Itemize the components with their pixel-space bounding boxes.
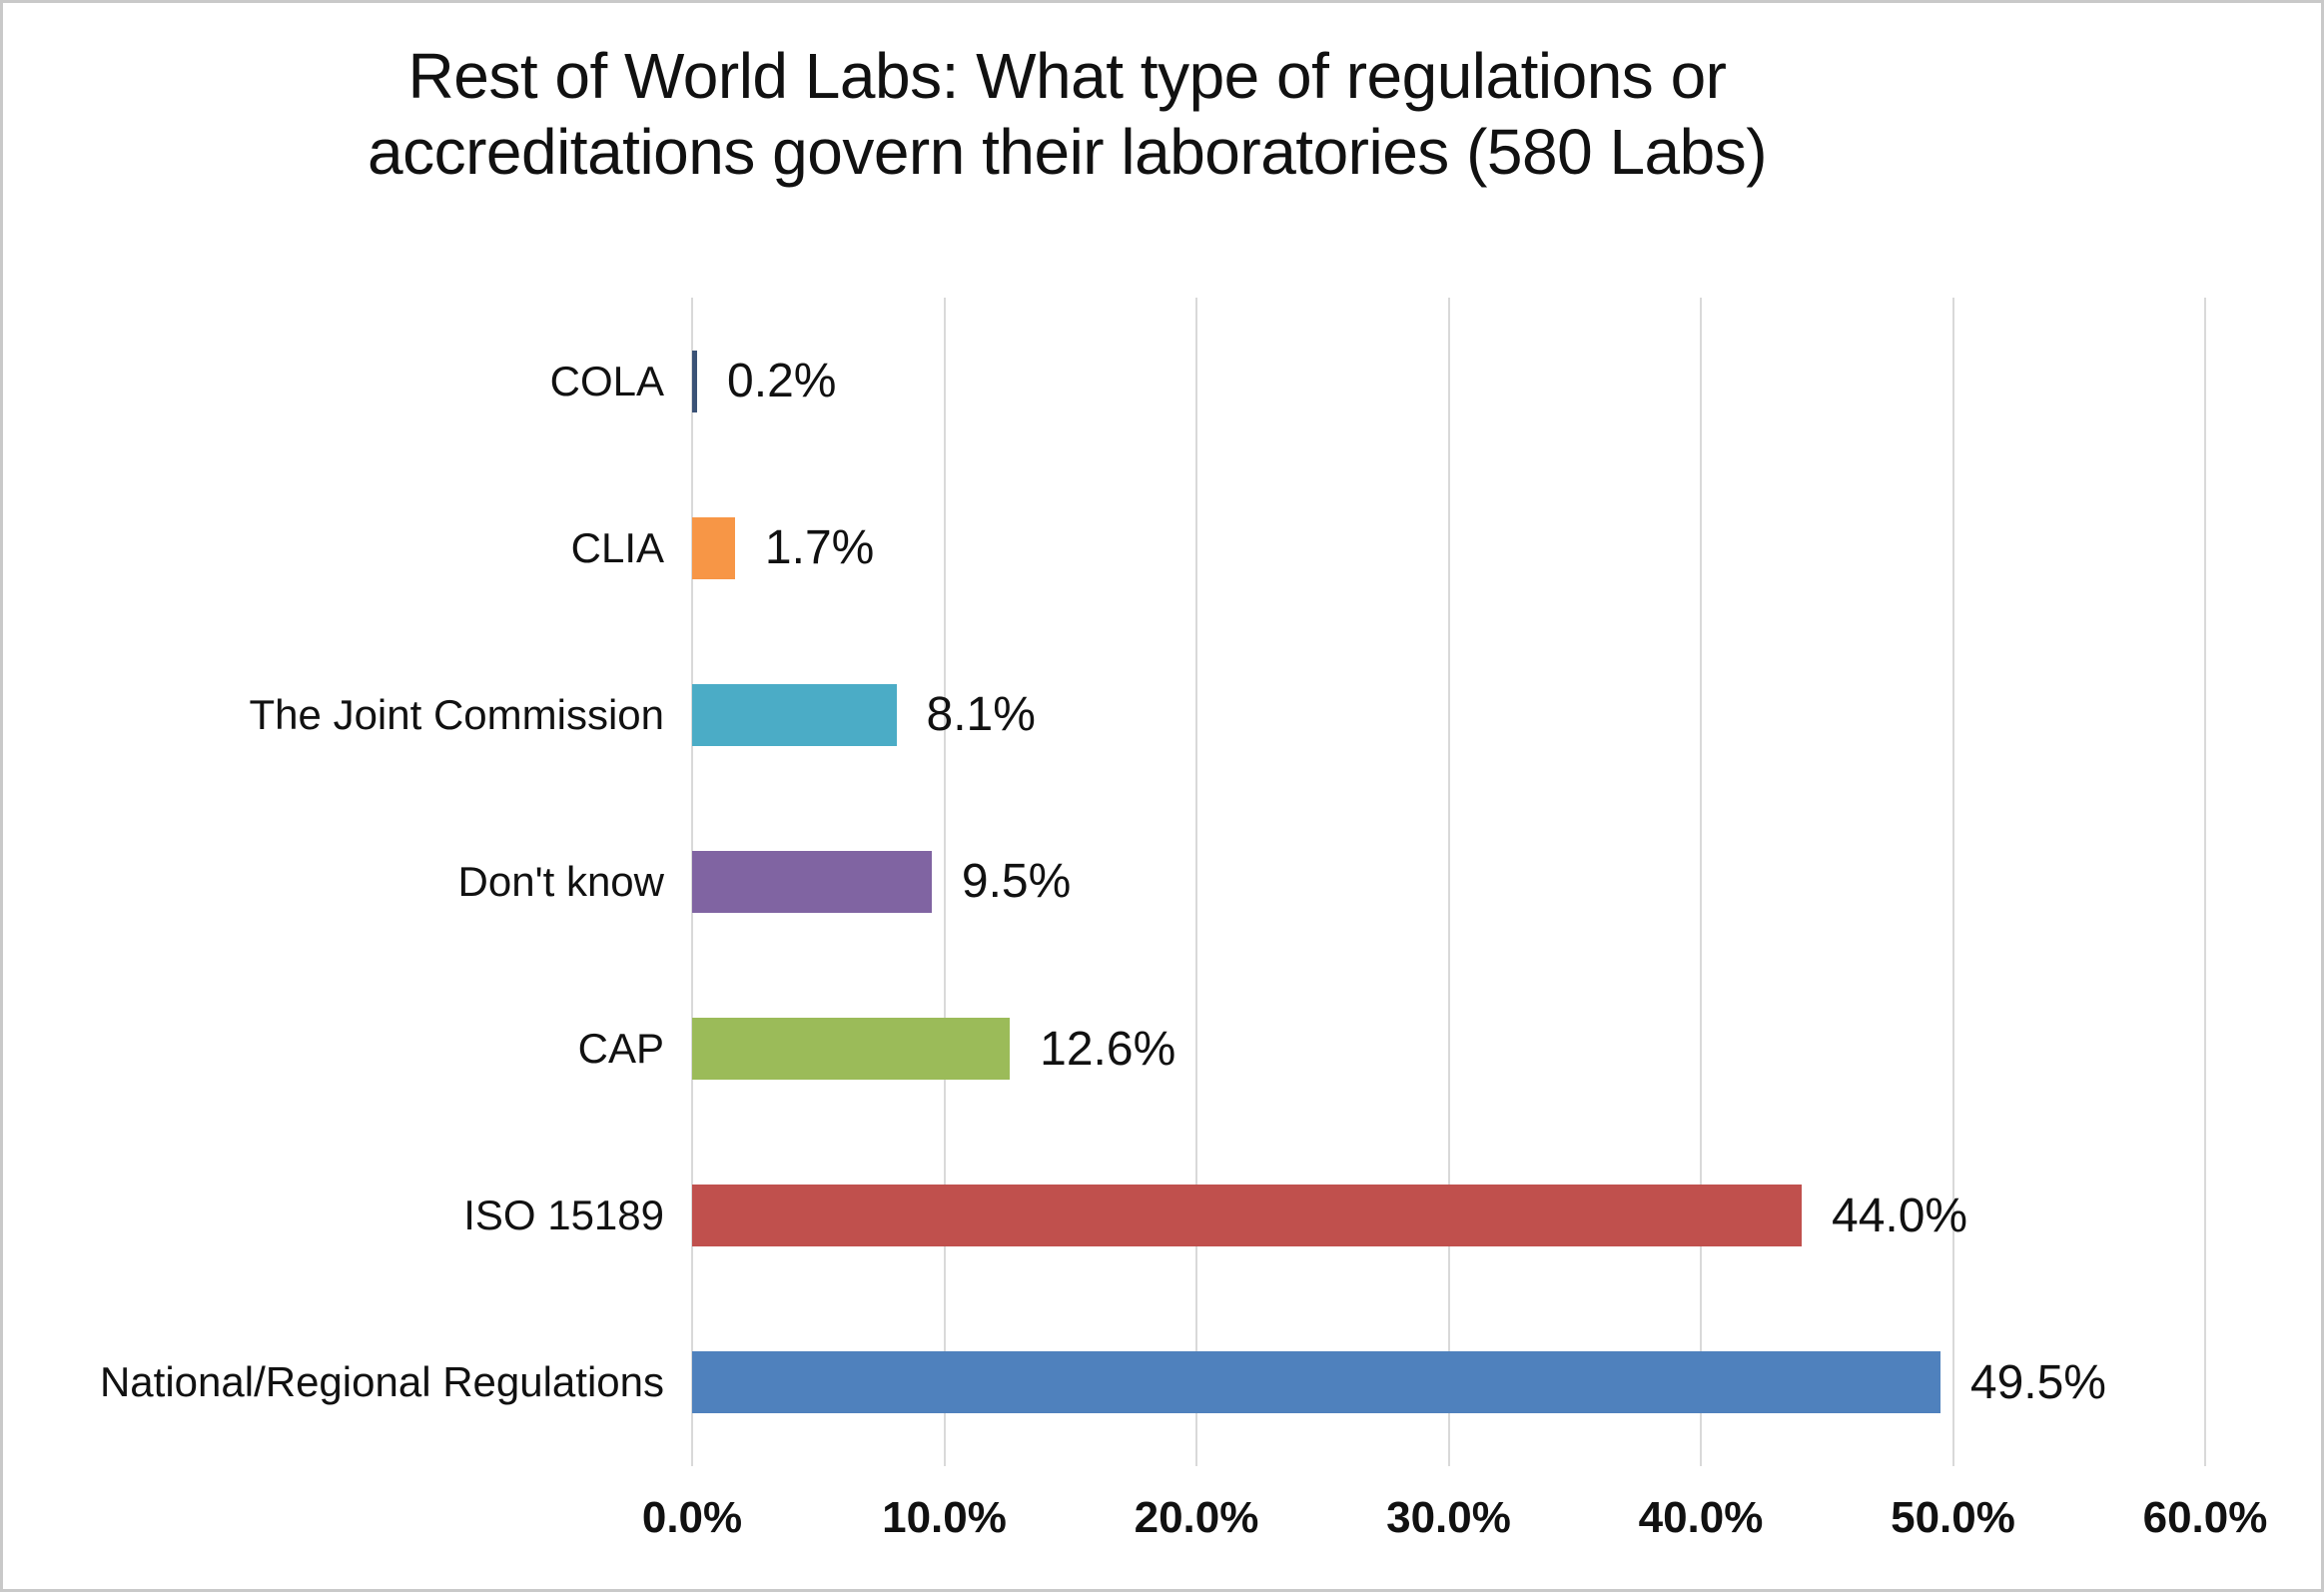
value-label: 49.5% <box>1969 1355 2106 1409</box>
gridline <box>1700 298 1702 1466</box>
x-tick-label: 0.0% <box>641 1493 743 1542</box>
x-tick-label: 30.0% <box>1386 1493 1511 1542</box>
value-label: 12.6% <box>1040 1022 1176 1076</box>
bar-track: 0.2% <box>692 298 2205 464</box>
x-axis: 0.0% 10.0% 20.0% 30.0% 40.0% 50.0% 60.0% <box>642 1493 2268 1557</box>
bar <box>692 1351 1940 1414</box>
gridline <box>2204 298 2206 1466</box>
category-label: ISO 15189 <box>463 1192 664 1239</box>
bar-row: COLA 0.2% <box>3 298 2321 464</box>
bar <box>692 1185 1802 1247</box>
x-tick-label: 40.0% <box>1638 1493 1764 1542</box>
value-label: 44.0% <box>1832 1189 1968 1242</box>
x-tick-label: 60.0% <box>2142 1493 2268 1542</box>
chart-title-line-2: accreditations govern their laboratories… <box>367 115 1768 188</box>
value-label: 0.2% <box>727 355 837 408</box>
chart-title: Rest of World Labs: What type of regulat… <box>3 39 2131 190</box>
bar-track: 8.1% <box>692 631 2205 798</box>
bar <box>692 683 897 746</box>
bar <box>692 1018 1011 1081</box>
gridline <box>1195 298 1197 1466</box>
bar-row: The Joint Commission 8.1% <box>3 631 2321 798</box>
x-tick-label: 10.0% <box>882 1493 1007 1542</box>
bar-row: ISO 15189 44.0% <box>3 1133 2321 1299</box>
x-tick-label: 20.0% <box>1134 1493 1259 1542</box>
category-label: CAP <box>577 1025 664 1073</box>
value-label: 9.5% <box>961 855 1072 909</box>
category-label: CLIA <box>570 523 664 571</box>
category-label: National/Regional Regulations <box>99 1358 664 1406</box>
bar-track: 49.5% <box>692 1299 2205 1466</box>
bar-track: 9.5% <box>692 798 2205 965</box>
bar-rows: COLA 0.2% CLIA 1.7% The Joint Commission 8.1%… <box>3 298 2321 1466</box>
bar-row: Don't know 9.5% <box>3 798 2321 965</box>
bar-track: 1.7% <box>692 464 2205 631</box>
gridline <box>943 298 946 1466</box>
gridline <box>1447 298 1450 1466</box>
bar-track: 44.0% <box>692 1133 2205 1299</box>
bar-row: National/Regional Regulations 49.5% <box>3 1299 2321 1466</box>
bar-track: 12.6% <box>692 966 2205 1133</box>
gridline <box>1951 298 1954 1466</box>
bar <box>692 350 698 412</box>
bar-row: CLIA 1.7% <box>3 464 2321 631</box>
category-label: Don't know <box>457 857 664 905</box>
chart-title-line-1: Rest of World Labs: What type of regulat… <box>407 40 1727 112</box>
x-tick-label: 50.0% <box>1891 1493 2015 1542</box>
bar <box>692 850 932 913</box>
category-label: COLA <box>549 357 664 404</box>
bar <box>692 516 735 579</box>
value-label: 8.1% <box>926 688 1036 742</box>
category-label: The Joint Commission <box>249 690 664 738</box>
value-label: 1.7% <box>764 521 875 575</box>
bar-row: CAP 12.6% <box>3 966 2321 1133</box>
